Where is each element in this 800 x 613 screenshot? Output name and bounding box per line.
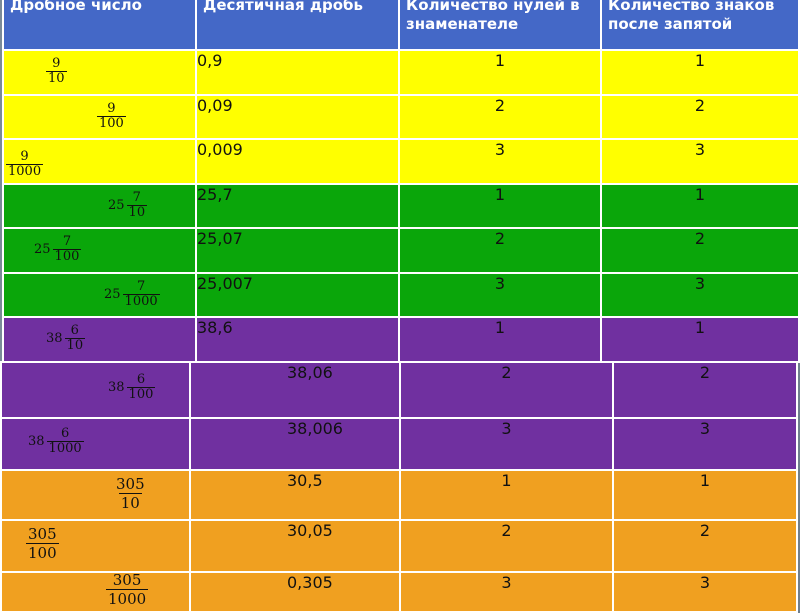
digits-cell: 3 <box>612 571 798 613</box>
decimal-cell: 25,007 <box>195 272 400 318</box>
fraction: 305 100 <box>26 525 59 562</box>
fraction: 9 10 <box>46 56 67 86</box>
digits-cell: 2 <box>612 361 798 419</box>
decimal-cell: 0,09 <box>195 94 400 140</box>
mixed-number: 25 7 100 <box>34 234 82 264</box>
table-row: 38 6 1000 38,006 3 3 <box>0 417 798 471</box>
fraction-cell: 9 10 <box>2 49 197 96</box>
fraction: 305 1000 <box>106 572 149 608</box>
fraction-cell: 9 1000 <box>2 138 197 185</box>
fraction-cell: 25 7 10 <box>2 183 197 229</box>
digits-cell: 1 <box>600 49 800 96</box>
fraction: 9 100 <box>97 101 126 131</box>
header-fraction: Дробное число <box>2 0 197 51</box>
decimal-cell: 30,5 <box>189 469 401 521</box>
zeros-cell: 2 <box>399 361 614 419</box>
fraction-cell: 38 6 1000 <box>0 417 191 471</box>
fraction-cell: 25 7 1000 <box>2 272 197 318</box>
zeros-cell: 3 <box>399 571 614 613</box>
zeros-cell: 1 <box>398 316 602 363</box>
table-row: 305 10 30,5 1 1 <box>0 469 798 521</box>
zeros-cell: 3 <box>398 138 602 185</box>
zeros-cell: 1 <box>398 49 602 96</box>
table-row: 9 1000 0,009 3 3 <box>2 138 800 185</box>
header-digits: Количество знаков после запятой <box>600 0 800 51</box>
table-row: 305 100 30,05 2 2 <box>0 519 798 573</box>
zeros-cell: 2 <box>399 519 614 573</box>
fraction-cell: 9 100 <box>2 94 197 140</box>
fraction-cell: 305 1000 <box>0 571 191 613</box>
mixed-number: 25 7 1000 <box>104 279 160 309</box>
fraction-cell: 38 6 100 <box>0 361 191 419</box>
table-row: 38 6 10 38,6 1 1 <box>2 316 800 363</box>
digits-cell: 2 <box>600 94 800 140</box>
header-zeros: Количество нулей в знаменателе <box>398 0 602 51</box>
zeros-cell: 1 <box>398 183 602 229</box>
mixed-number: 38 6 1000 <box>28 426 84 456</box>
digits-cell: 1 <box>600 183 800 229</box>
fraction-cell: 38 6 10 <box>2 316 197 363</box>
table-row: 9 100 0,09 2 2 <box>2 94 800 140</box>
decimal-cell: 38,06 <box>189 361 401 419</box>
table-row: 38 6 100 38,06 2 2 <box>0 361 798 419</box>
digits-cell: 1 <box>612 469 798 521</box>
decimal-cell: 38,006 <box>189 417 401 471</box>
zeros-cell: 2 <box>398 94 602 140</box>
mixed-number: 38 6 10 <box>46 323 86 353</box>
fraction-cell: 25 7 100 <box>2 227 197 274</box>
digits-cell: 2 <box>600 227 800 274</box>
digits-cell: 3 <box>600 138 800 185</box>
mixed-number: 38 6 100 <box>108 372 156 402</box>
decimal-cell: 0,305 <box>189 571 401 613</box>
fraction-table-bottom: 38 6 100 38,06 2 2 38 6 1000 38,006 3 3 30… <box>0 361 798 613</box>
decimal-cell: 0,009 <box>195 138 400 185</box>
decimal-cell: 25,7 <box>195 183 400 229</box>
table-row: 305 1000 0,305 3 3 <box>0 571 798 613</box>
table-row: 25 7 10 25,7 1 1 <box>2 183 800 229</box>
digits-cell: 3 <box>600 272 800 318</box>
table-row: 9 10 0,9 1 1 <box>2 49 800 96</box>
fraction-table-top: Дробное число Десятичная дробь Количеств… <box>2 0 800 363</box>
digits-cell: 3 <box>612 417 798 471</box>
decimal-cell: 38,6 <box>195 316 400 363</box>
decimal-cell: 25,07 <box>195 227 400 274</box>
fraction: 9 1000 <box>6 149 44 179</box>
decimal-cell: 30,05 <box>189 519 401 573</box>
zeros-cell: 1 <box>399 469 614 521</box>
fraction-cell: 305 100 <box>0 519 191 573</box>
fraction-cell: 305 10 <box>0 469 191 521</box>
zeros-cell: 3 <box>399 417 614 471</box>
digits-cell: 2 <box>612 519 798 573</box>
zeros-cell: 2 <box>398 227 602 274</box>
zeros-cell: 3 <box>398 272 602 318</box>
table-row: 25 7 100 25,07 2 2 <box>2 227 800 274</box>
decimal-cell: 0,9 <box>195 49 400 96</box>
fraction: 305 10 <box>116 475 145 512</box>
table-row: 25 7 1000 25,007 3 3 <box>2 272 800 318</box>
mixed-number: 25 7 10 <box>108 190 148 220</box>
header-decimal: Десятичная дробь <box>195 0 400 51</box>
digits-cell: 1 <box>600 316 800 363</box>
